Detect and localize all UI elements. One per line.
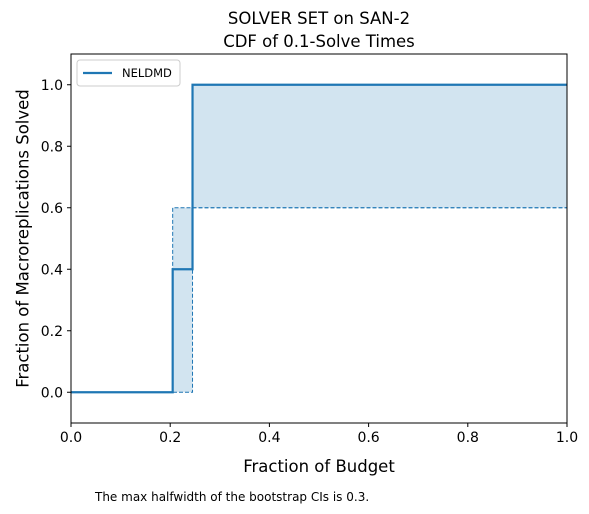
y-tick-label: 0.0 [41, 385, 63, 401]
x-tick-label: 0.2 [159, 430, 181, 446]
series-line-layer [71, 83, 567, 394]
chart-title: SOLVER SET on SAN-2 [228, 9, 410, 28]
confidence-band-layer [71, 84, 567, 393]
x-tick-label: 0.8 [457, 430, 479, 446]
plot-frame [70, 53, 568, 424]
x-tick-label: 0.0 [60, 430, 82, 446]
ci-lower-line [71, 207, 567, 393]
axis-ticks: 0.0 0.2 0.4 0.6 0.8 1.0 0.0 0.2 0.4 0.6 0.8 1.0 [41, 78, 578, 446]
x-tick-label: 1.0 [556, 430, 578, 446]
y-axis-label: Fraction of Macroreplications Solved [14, 89, 33, 388]
y-tick-label: 0.2 [41, 324, 63, 340]
ci-band-0 [71, 84, 567, 393]
y-tick-label: 1.0 [41, 78, 63, 94]
y-tick-label: 0.4 [41, 262, 63, 278]
chart-subtitle: CDF of 0.1-Solve Times [223, 32, 415, 51]
x-tick-label: 0.4 [258, 430, 280, 446]
x-tick-label: 0.6 [357, 430, 379, 446]
x-axis-label: Fraction of Budget [243, 457, 395, 476]
series-line-neldmd [71, 83, 567, 394]
legend-label-neldmd: NELDMD [122, 66, 172, 80]
ci-upper-line [71, 207, 567, 393]
legend: NELDMD [76, 59, 181, 87]
y-tick-label: 0.8 [41, 139, 63, 155]
ci-halfwidth-note: The max halfwidth of the bootstrap CIs i… [94, 490, 369, 504]
legend-box [76, 59, 181, 87]
y-tick-label: 0.6 [41, 201, 63, 217]
